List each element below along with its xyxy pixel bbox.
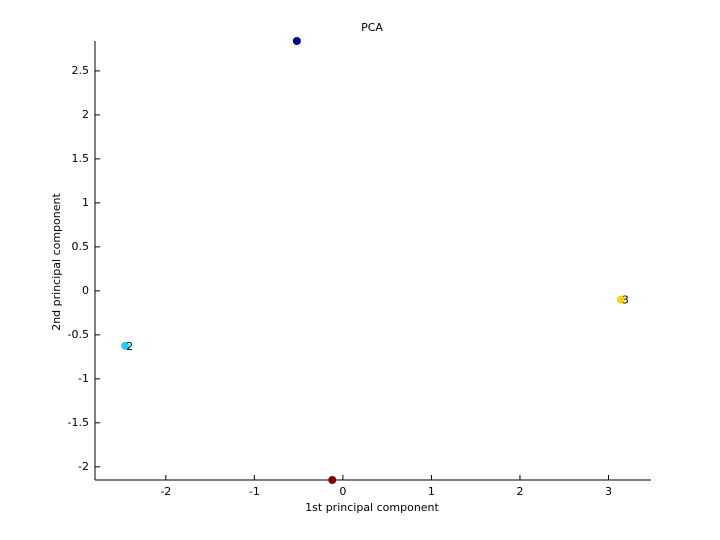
point-label: 3 [622,294,629,307]
point [328,476,337,484]
y-tick-label: 2.5 [72,64,90,77]
y-tick-label: -2 [78,460,89,473]
x-tick-label: -1 [249,485,260,498]
y-tick-label: -1.5 [68,416,89,429]
point [121,341,130,350]
x-tick-label: -2 [160,485,171,498]
point [292,37,301,45]
x-tick-label: 1 [428,485,435,498]
point-label: 2 [126,340,133,353]
y-tick-label: 1.5 [72,152,90,165]
chart-title: PCA [361,21,383,34]
y-tick-label: 0.5 [72,240,90,253]
x-tick-label: 3 [605,485,612,498]
y-tick-label: -1 [78,372,89,385]
x-axis-label: 1st principal component [305,501,439,514]
x-tick-label: 0 [339,485,346,498]
y-axis-label: 2nd principal component [50,193,63,331]
y-tick-label: 2 [82,108,89,121]
point [616,295,625,304]
x-tick-label: 2 [516,485,523,498]
y-tick-label: 1 [82,196,89,209]
y-tick-label: 0 [82,284,89,297]
y-tick-label: -0.5 [68,328,89,341]
